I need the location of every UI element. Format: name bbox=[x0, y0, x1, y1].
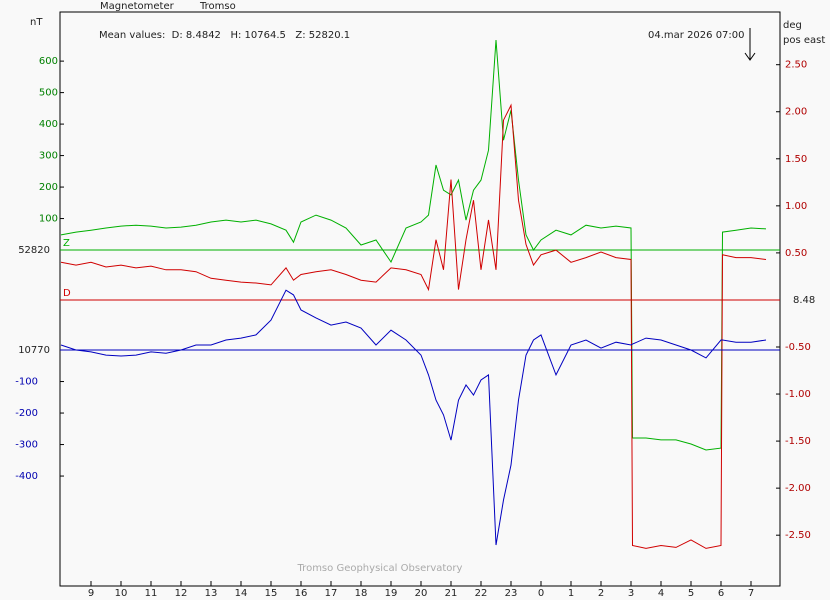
x-tick-label: 22 bbox=[475, 588, 488, 599]
baseline-label: 10770 bbox=[18, 345, 50, 356]
x-tick-label: 9 bbox=[88, 588, 94, 599]
series-line bbox=[60, 289, 767, 546]
y-tick-label: 400 bbox=[39, 119, 58, 130]
x-tick-label: 17 bbox=[325, 588, 338, 599]
timestamp: 04.mar 2026 07:00 bbox=[648, 30, 745, 41]
y-tick-label: 300 bbox=[39, 151, 58, 162]
x-tick-label: 5 bbox=[688, 588, 694, 599]
series-line bbox=[60, 39, 767, 451]
series-line bbox=[60, 103, 767, 549]
x-tick-label: 12 bbox=[175, 588, 188, 599]
series-label: Z bbox=[63, 238, 70, 249]
mean-values: Mean values: D: 8.4842 H: 10764.5 Z: 528… bbox=[99, 30, 350, 41]
x-tick-label: 19 bbox=[385, 588, 398, 599]
chart-title: Magnetometer bbox=[100, 1, 175, 12]
x-tick-label: 2 bbox=[598, 588, 604, 599]
series-label: D bbox=[63, 288, 71, 299]
y-tick-label: 500 bbox=[39, 88, 58, 99]
left-unit: nT bbox=[30, 17, 43, 28]
right-unit: pos east bbox=[783, 35, 825, 46]
y2-tick-label: -1.50 bbox=[785, 436, 811, 447]
y2-tick-label: -2.00 bbox=[785, 483, 811, 494]
x-tick-label: 16 bbox=[295, 588, 308, 599]
x-tick-label: 7 bbox=[748, 588, 754, 599]
x-tick-label: 18 bbox=[355, 588, 368, 599]
y2-tick-label: 2.50 bbox=[785, 60, 807, 71]
footer: Tromso Geophysical Observatory bbox=[297, 563, 463, 574]
x-tick-label: 0 bbox=[538, 588, 544, 599]
y-tick-label: 600 bbox=[39, 56, 58, 67]
baseline-label: 52820 bbox=[18, 245, 50, 256]
x-tick-label: 13 bbox=[205, 588, 218, 599]
x-tick-label: 6 bbox=[718, 588, 724, 599]
y2-tick-label: -2.50 bbox=[785, 530, 811, 541]
y-tick-label: -400 bbox=[15, 471, 38, 482]
baseline-label: 8.48 bbox=[793, 295, 815, 306]
right-unit: deg bbox=[783, 20, 802, 31]
plot-frame bbox=[59, 11, 781, 587]
x-tick-label: 10 bbox=[115, 588, 128, 599]
y2-tick-label: 1.50 bbox=[785, 154, 807, 165]
y2-tick-label: -1.00 bbox=[785, 389, 811, 400]
x-tick-label: 21 bbox=[445, 588, 458, 599]
time-arrow bbox=[744, 28, 756, 61]
y-tick-label: 100 bbox=[39, 214, 58, 225]
y-tick-label: -100 bbox=[15, 377, 38, 388]
y-tick-label: -300 bbox=[15, 440, 38, 451]
x-tick-label: 14 bbox=[235, 588, 248, 599]
y2-tick-label: -0.50 bbox=[785, 342, 811, 353]
x-tick-label: 23 bbox=[505, 588, 518, 599]
station: Tromso bbox=[199, 1, 236, 12]
x-tick-label: 1 bbox=[568, 588, 574, 599]
x-tick-label: 4 bbox=[658, 588, 664, 599]
x-tick-label: 3 bbox=[628, 588, 634, 599]
x-tick-label: 20 bbox=[415, 588, 428, 599]
y2-tick-label: 0.50 bbox=[785, 248, 807, 259]
y2-tick-label: 1.00 bbox=[785, 201, 807, 212]
x-tick-label: 11 bbox=[145, 588, 158, 599]
y-tick-label: -200 bbox=[15, 408, 38, 419]
y2-tick-label: 2.00 bbox=[785, 107, 807, 118]
x-tick-label: 15 bbox=[265, 588, 278, 599]
y-tick-label: 200 bbox=[39, 182, 58, 193]
